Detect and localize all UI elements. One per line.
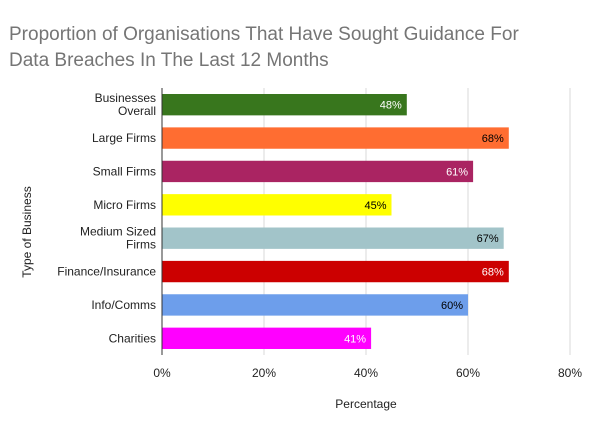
x-tick-label: 20% xyxy=(252,366,276,380)
bar xyxy=(162,294,468,316)
bar-data-label: 45% xyxy=(364,200,386,212)
bar xyxy=(162,160,474,183)
bar xyxy=(162,260,509,283)
category-label: Overall xyxy=(118,104,156,118)
category-label: Firms xyxy=(126,238,156,252)
category-label: Large Firms xyxy=(92,131,156,145)
x-tick-label: 40% xyxy=(354,366,378,380)
x-axis-label: Percentage xyxy=(335,397,397,411)
y-axis-label: Type of Business xyxy=(20,186,34,277)
bar xyxy=(162,127,509,149)
bar xyxy=(162,194,392,216)
category-label: Small Firms xyxy=(93,164,156,178)
category-label: Finance/Insurance xyxy=(57,265,156,279)
chart-title-line-1: Proportion of Organisations That Have So… xyxy=(9,24,519,45)
bar-data-label: 61% xyxy=(446,166,468,178)
bar xyxy=(162,94,407,116)
chart-title-line-2: Data Breaches In The Last 12 Months xyxy=(9,50,329,71)
bars: 48% 68% 61% 45% 67% 68% 60% 41% xyxy=(162,94,509,349)
bar-data-label: 68% xyxy=(482,267,504,279)
x-tick-labels: 0% 20% 40% 60% 80% xyxy=(153,366,582,380)
x-tick-label: 0% xyxy=(153,366,171,380)
bar xyxy=(162,327,372,349)
chart-title: Proportion of Organisations That Have So… xyxy=(9,24,519,71)
category-label: Charities xyxy=(109,331,156,345)
bar-data-label: 67% xyxy=(477,233,499,245)
bar-data-label: 41% xyxy=(344,333,366,345)
bar-data-label: 48% xyxy=(380,100,402,112)
category-label: Medium Sized xyxy=(80,225,156,239)
category-label: Info/Comms xyxy=(91,298,156,312)
category-label: Businesses xyxy=(95,91,156,105)
bar-data-label: 60% xyxy=(441,300,463,312)
bar-data-label: 68% xyxy=(482,133,504,145)
bar xyxy=(162,227,504,249)
category-label: Micro Firms xyxy=(93,198,156,212)
x-tick-label: 80% xyxy=(558,366,582,380)
x-tick-label: 60% xyxy=(456,366,480,380)
